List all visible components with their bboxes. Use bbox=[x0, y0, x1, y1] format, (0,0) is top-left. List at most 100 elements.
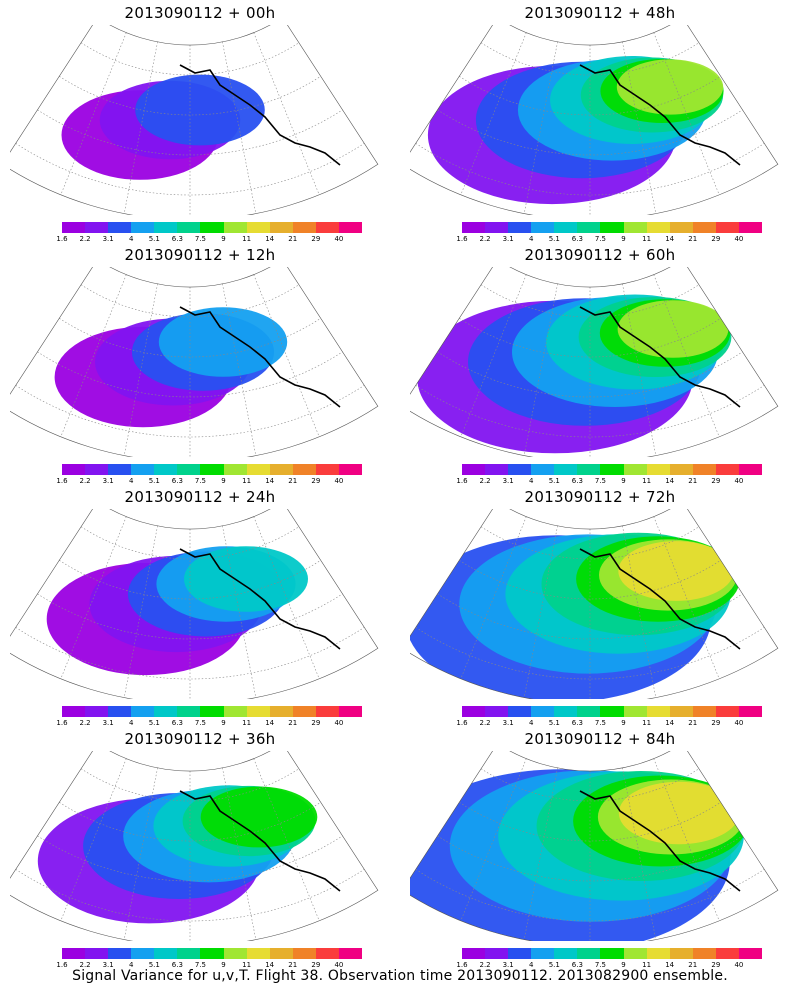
colorbar-swatch bbox=[131, 464, 155, 475]
colorbar-label: 3.1 bbox=[502, 719, 514, 727]
colorbar-label: 14 bbox=[665, 477, 675, 485]
colorbar-labels: 1.6 2.2 3.1 4 5.1 6.3 7.5 9 11 14 21 29 40 bbox=[50, 477, 370, 487]
colorbar-swatch bbox=[715, 948, 739, 959]
colorbar-labels: 1.6 2.2 3.1 4 5.1 6.3 7.5 9 11 14 21 29 40 bbox=[450, 235, 770, 245]
colorbar-label: 5.1 bbox=[548, 235, 560, 243]
colorbar-swatch bbox=[600, 948, 624, 959]
map-p00 bbox=[10, 25, 379, 215]
colorbar-label: 7.5 bbox=[194, 235, 207, 243]
coastline bbox=[179, 548, 341, 650]
panel-title: 2013090112 + 00h bbox=[124, 4, 276, 22]
colorbar-label: 9 bbox=[621, 961, 626, 969]
variance-region bbox=[617, 300, 729, 358]
colorbar-label: 9 bbox=[221, 477, 226, 485]
colorbar-label: 1.6 bbox=[456, 719, 468, 727]
colorbar-swatch bbox=[62, 222, 86, 233]
colorbar-swatch bbox=[246, 464, 270, 475]
colorbar-swatch bbox=[508, 706, 532, 717]
colorbar-swatch bbox=[85, 948, 109, 959]
colorbar-swatch bbox=[223, 464, 247, 475]
colorbar-label: 3.1 bbox=[102, 961, 114, 969]
panel-title: 2013090112 + 72h bbox=[524, 488, 676, 506]
colorbar-swatch bbox=[108, 464, 132, 475]
colorbar-label: 9 bbox=[221, 961, 226, 969]
panel-p48: 2013090112 + 48h 1.6 2.2 3.1 4 5.1 6.3 7.5 9 11 14… bbox=[400, 0, 800, 243]
colorbar-label: 1.6 bbox=[456, 961, 468, 969]
colorbar-label: 2.2 bbox=[479, 477, 491, 485]
coastline bbox=[179, 64, 341, 166]
colorbar-swatch bbox=[623, 222, 647, 233]
colorbar-swatch bbox=[531, 222, 555, 233]
colorbar-label: 14 bbox=[265, 477, 275, 485]
colorbar-label: 4 bbox=[528, 477, 534, 485]
colorbar-swatch bbox=[85, 464, 109, 475]
colorbar bbox=[62, 948, 363, 959]
colorbar-label: 11 bbox=[642, 477, 652, 485]
colorbar-swatch bbox=[531, 948, 555, 959]
map-border bbox=[410, 267, 779, 457]
colorbar-label: 2.2 bbox=[79, 477, 91, 485]
colorbar-swatch bbox=[554, 222, 578, 233]
colorbar-swatch bbox=[738, 948, 763, 959]
colorbar-swatch bbox=[623, 464, 647, 475]
colorbar-label: 40 bbox=[734, 477, 744, 485]
colorbar-swatch bbox=[508, 222, 532, 233]
colorbar-label: 3.1 bbox=[502, 235, 514, 243]
colorbar-swatch bbox=[577, 464, 601, 475]
colorbar bbox=[462, 948, 763, 959]
colorbar-swatch bbox=[154, 464, 178, 475]
variance-region bbox=[158, 307, 288, 377]
colorbar-swatch bbox=[246, 222, 270, 233]
colorbar-label: 40 bbox=[334, 235, 344, 243]
colorbar-swatch bbox=[646, 464, 670, 475]
colorbar-swatch bbox=[462, 706, 486, 717]
colorbar-label: 6.3 bbox=[571, 477, 583, 485]
colorbar-swatch bbox=[646, 706, 670, 717]
colorbar-swatch bbox=[738, 464, 763, 475]
panel-p24: 2013090112 + 24h 1.6 2.2 3.1 4 5.1 6.3 7.5 9 11 14… bbox=[0, 484, 400, 727]
colorbar-swatch bbox=[62, 706, 86, 717]
colorbar-swatch bbox=[692, 948, 716, 959]
colorbar-label: 9 bbox=[621, 477, 626, 485]
colorbar-swatch bbox=[600, 222, 624, 233]
colorbar-label: 29 bbox=[711, 961, 721, 969]
colorbar-label: 1.6 bbox=[56, 477, 68, 485]
colorbar-swatch bbox=[85, 706, 109, 717]
colorbar-label: 11 bbox=[242, 235, 252, 243]
colorbar-label: 29 bbox=[311, 961, 321, 969]
coastline bbox=[179, 790, 341, 892]
panel-p00: 2013090112 + 00h 1.6 2.2 3.1 4 5.1 6.3 7.5 9 11 14… bbox=[0, 0, 400, 243]
colorbar-label: 4 bbox=[128, 961, 134, 969]
colorbar-label: 21 bbox=[688, 961, 698, 969]
colorbar bbox=[62, 222, 363, 233]
map-p84 bbox=[410, 751, 779, 941]
colorbar-label: 11 bbox=[642, 961, 652, 969]
coastline bbox=[179, 306, 341, 408]
colorbar-label: 21 bbox=[288, 719, 298, 727]
colorbar-swatch bbox=[223, 222, 247, 233]
colorbar-swatch bbox=[554, 948, 578, 959]
colorbar-labels: 1.6 2.2 3.1 4 5.1 6.3 7.5 9 11 14 21 29 40 bbox=[450, 961, 770, 971]
colorbar-label: 1.6 bbox=[56, 719, 68, 727]
colorbar-label: 5.1 bbox=[548, 719, 560, 727]
variance-region bbox=[618, 541, 734, 601]
colorbar-swatch bbox=[646, 948, 670, 959]
colorbar-swatch bbox=[108, 222, 132, 233]
map-border bbox=[10, 509, 379, 699]
colorbar-swatch bbox=[623, 706, 647, 717]
colorbar-label: 4 bbox=[528, 719, 534, 727]
colorbar-label: 5.1 bbox=[148, 477, 160, 485]
colorbar-label: 7.5 bbox=[194, 719, 207, 727]
colorbar-label: 5.1 bbox=[148, 235, 160, 243]
map-p24 bbox=[10, 509, 379, 699]
colorbar-swatch bbox=[223, 706, 247, 717]
colorbar-label: 21 bbox=[288, 961, 298, 969]
colorbar-label: 14 bbox=[665, 235, 675, 243]
colorbar-label: 2.2 bbox=[479, 235, 491, 243]
colorbar-swatch bbox=[531, 706, 555, 717]
colorbar-label: 3.1 bbox=[102, 235, 114, 243]
colorbar bbox=[462, 706, 763, 717]
colorbar-label: 40 bbox=[734, 961, 744, 969]
colorbar-swatch bbox=[246, 948, 270, 959]
colorbar-label: 1.6 bbox=[56, 961, 68, 969]
